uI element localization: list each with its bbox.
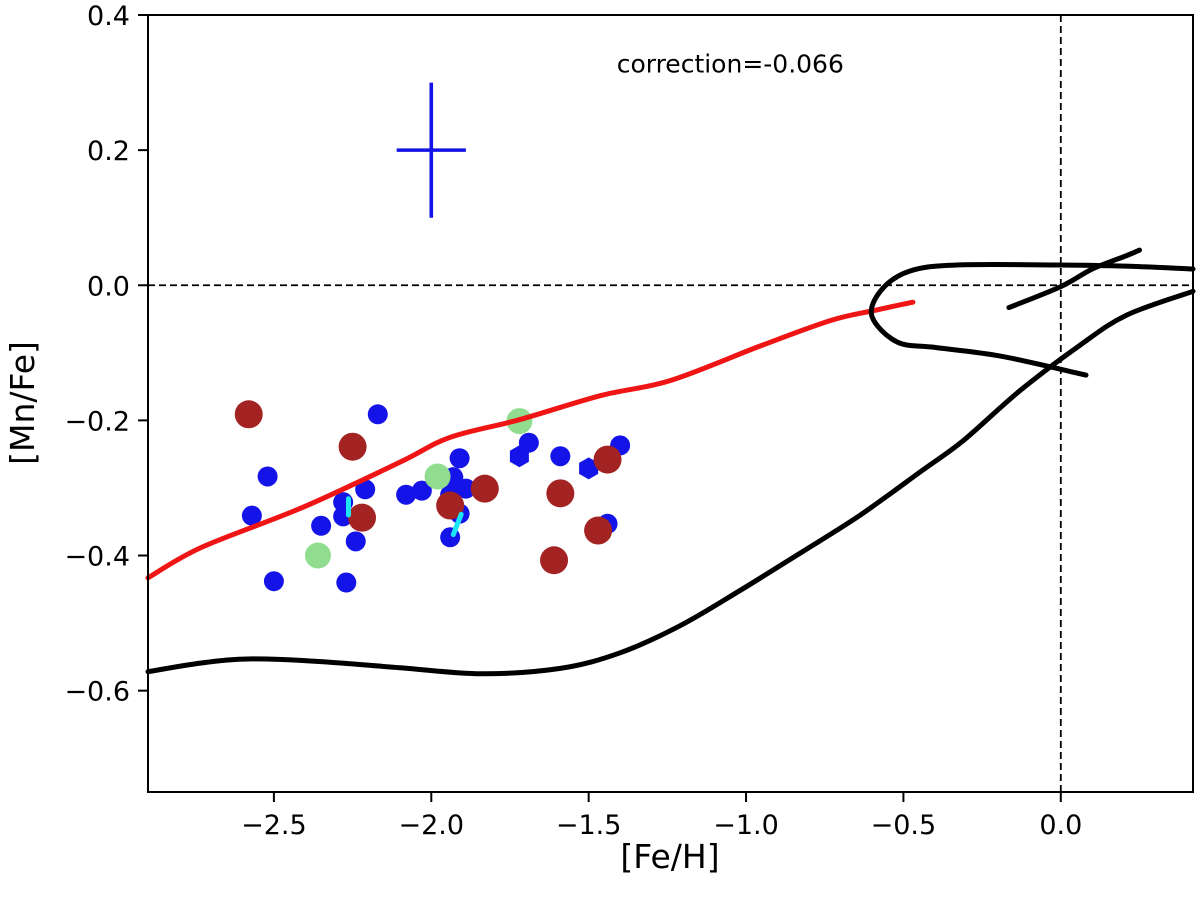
x-tick-label: −0.5: [871, 810, 937, 841]
scatter-point: [518, 432, 539, 453]
scatter-point: [304, 542, 331, 569]
scatter-point: [411, 480, 432, 501]
scatter-point: [234, 400, 263, 429]
x-tick-label: −2.0: [399, 810, 465, 841]
axes-group: −2.5 −2.0 −1.5 −1.0 −0.5 0.0 0.4 0.2 0.0 −0.2 −0.4…: [64, 1, 1194, 841]
scatter-point: [345, 531, 366, 552]
x-tick-label: 0.0: [1039, 810, 1082, 841]
annotation-text: correction=-0.066: [617, 49, 844, 78]
x-axis-label: [Fe/H]: [620, 837, 719, 876]
scatter-point: [241, 505, 262, 526]
scatter-point: [348, 503, 377, 532]
y-tick-label: −0.6: [64, 677, 130, 708]
x-tick-label: −1.5: [556, 810, 622, 841]
red-model-curve: [145, 299, 916, 581]
x-tick-label: −2.5: [241, 810, 307, 841]
x-tick-label: −1.0: [713, 810, 779, 841]
scatter-point: [396, 484, 417, 505]
scatter-point: [550, 446, 571, 467]
scatter-point: [336, 572, 357, 593]
scatter-point: [540, 546, 569, 575]
scatter-point: [593, 445, 622, 474]
scatter-point: [355, 479, 376, 500]
scatter-point: [470, 474, 499, 503]
y-axis-label: [Mn/Fe]: [3, 341, 42, 465]
black-model-main: [145, 288, 1196, 677]
y-tick-label: 0.4: [87, 1, 130, 32]
y-tick-label: 0.2: [87, 136, 130, 167]
curves-group: [145, 247, 1196, 677]
scatter-point-hexagon: [509, 445, 529, 468]
scatter-point: [257, 466, 278, 487]
reference-lines: [148, 15, 1193, 792]
scatter-point: [584, 516, 613, 545]
y-tick-label: 0.0: [87, 271, 130, 302]
scatter-point: [546, 479, 575, 508]
scatter-point: [311, 515, 332, 536]
plot-border: [147, 14, 1194, 793]
black-model-loop: [868, 262, 1196, 378]
points-group: [234, 400, 631, 593]
scatter-point: [367, 404, 388, 425]
scatter-point: [263, 571, 284, 592]
limit-mark: [450, 511, 464, 538]
scatter-point: [436, 491, 465, 520]
limit-marks-group: [346, 496, 464, 538]
scatter-point: [424, 463, 451, 490]
scatter-point: [449, 448, 470, 469]
error-bar: [396, 82, 466, 218]
y-tick-label: −0.4: [64, 542, 130, 573]
y-tick-label: −0.2: [64, 406, 130, 437]
scatter-point: [338, 432, 367, 461]
black-model-tip: [1006, 247, 1142, 311]
scatter-point: [455, 478, 476, 499]
scatter-point-hexagon: [579, 457, 599, 480]
